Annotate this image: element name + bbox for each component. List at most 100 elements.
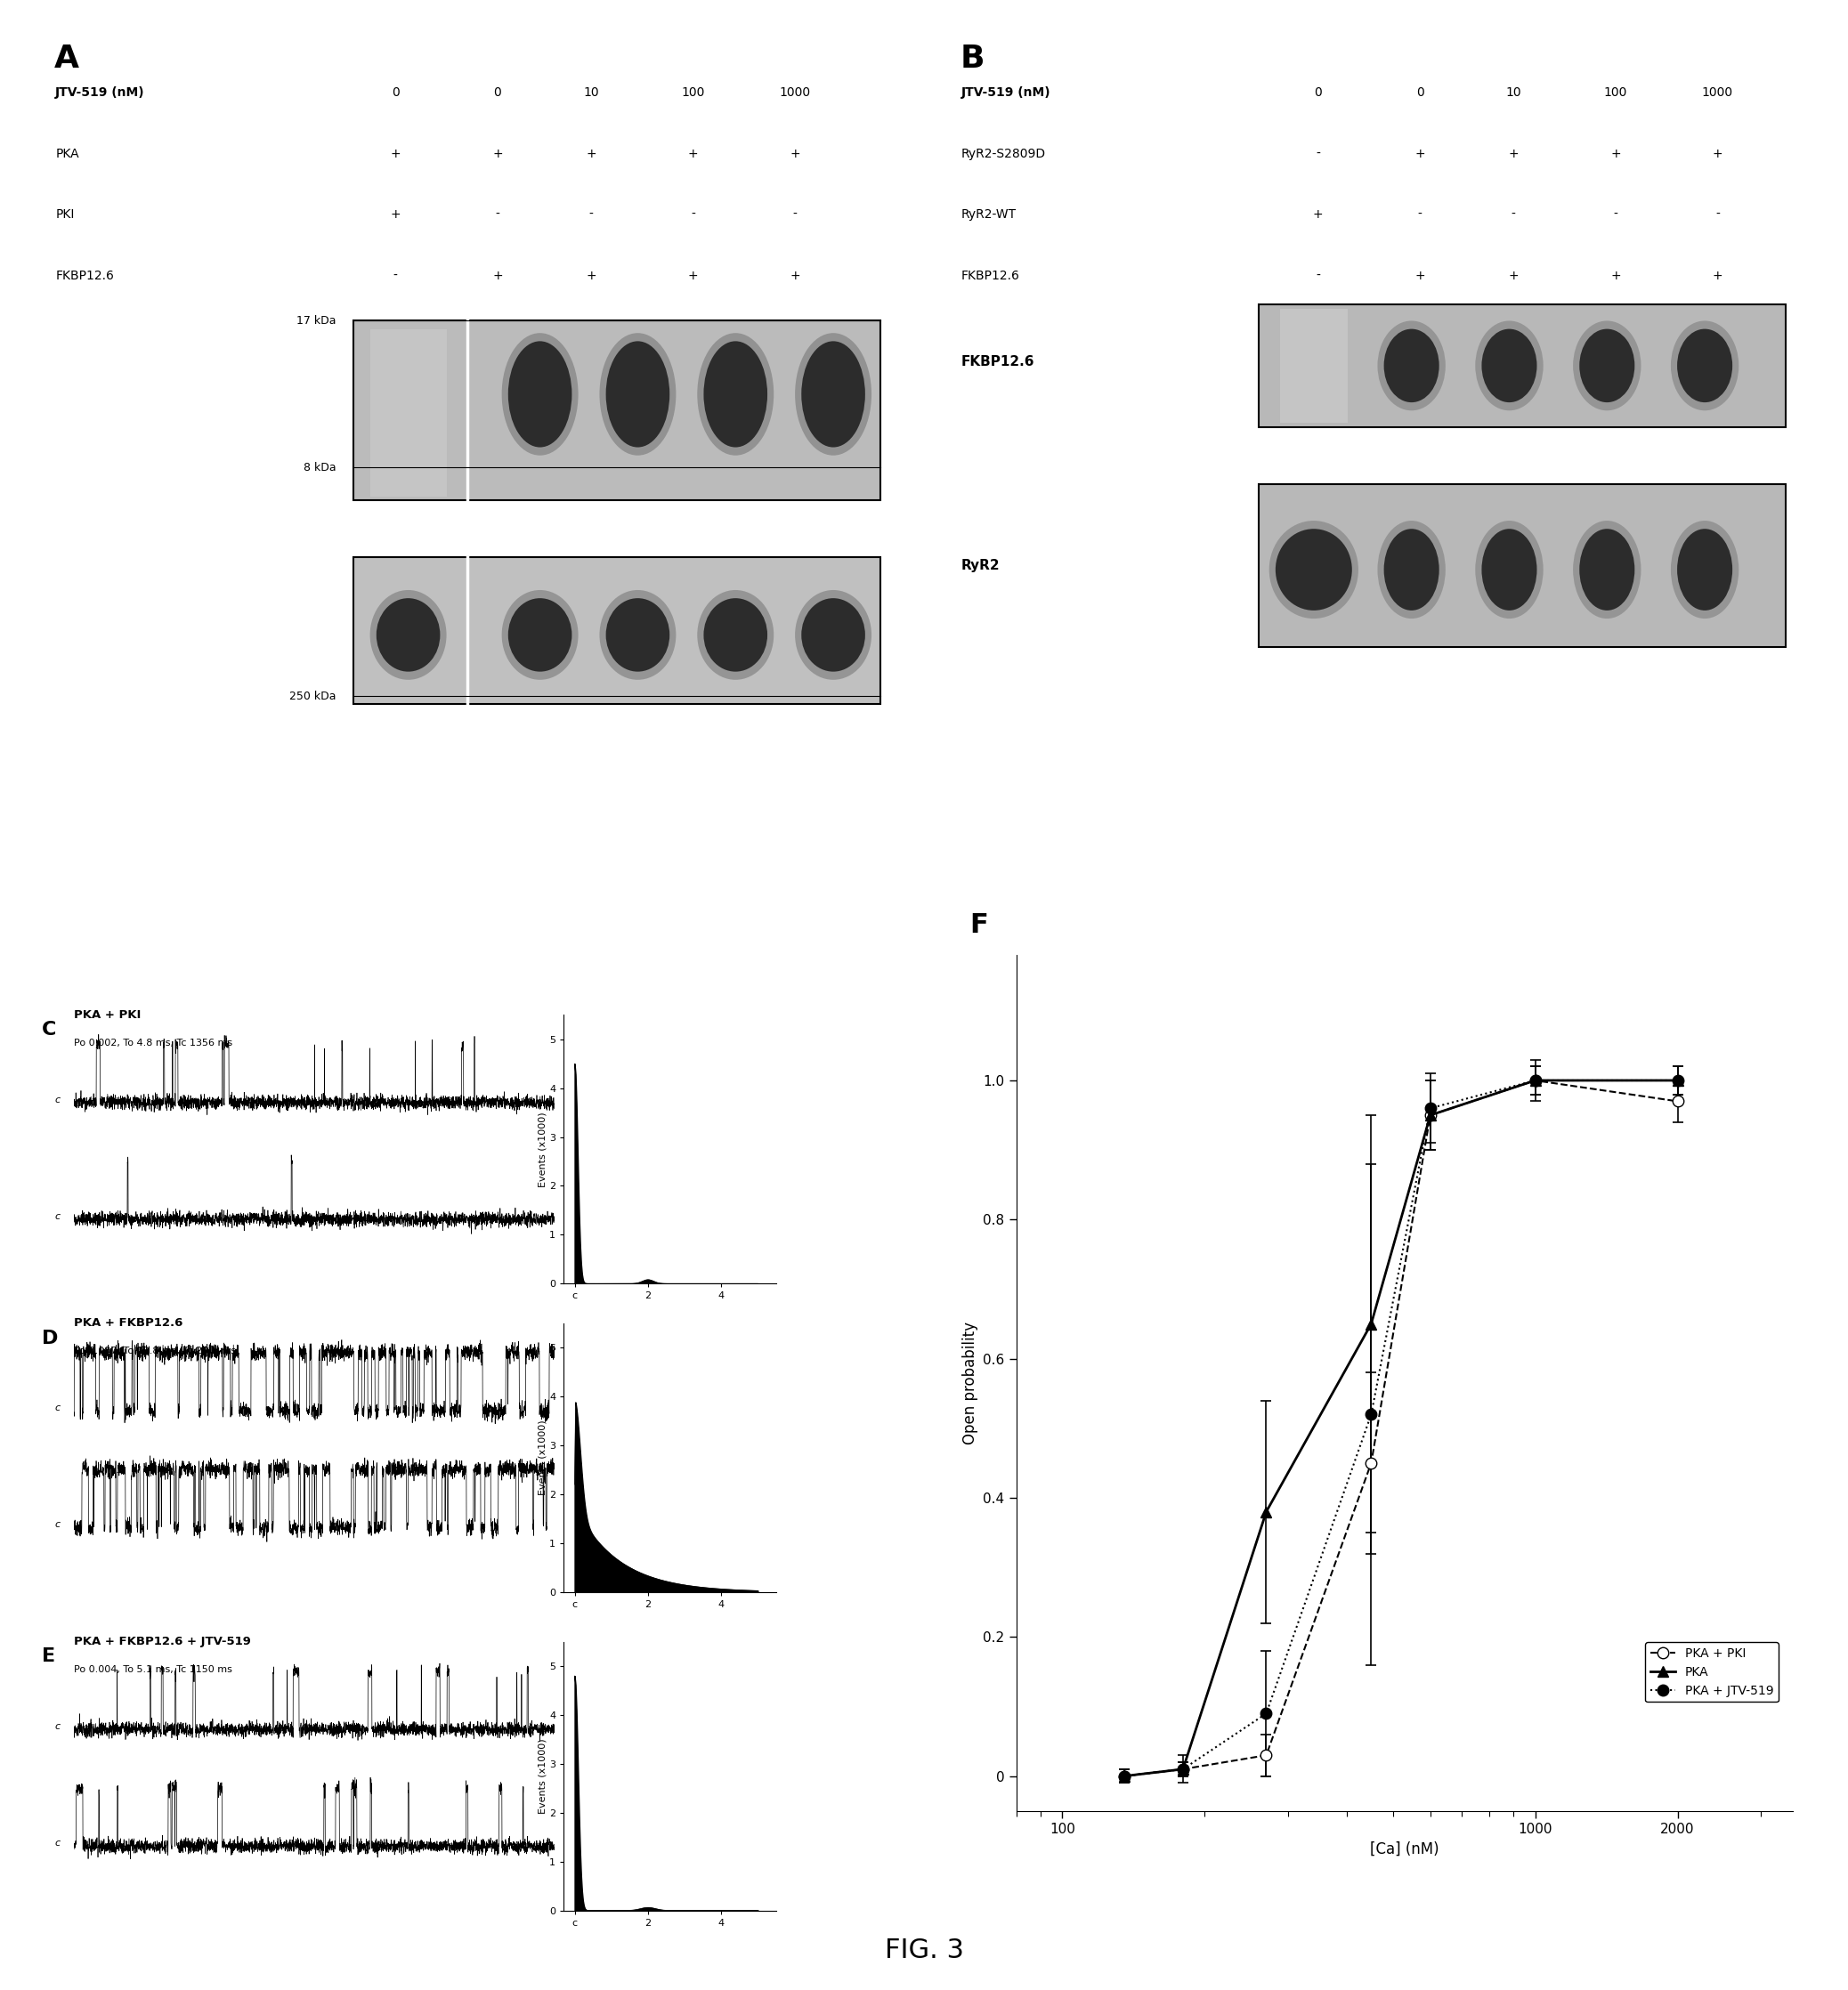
Ellipse shape (1377, 320, 1445, 410)
Text: -: - (1512, 209, 1515, 221)
Text: +: + (492, 271, 503, 283)
Ellipse shape (606, 599, 669, 671)
Text: Po 0.097, To 12.8 ms, Tc 29.6 ms: Po 0.097, To 12.8 ms, Tc 29.6 ms (74, 1347, 237, 1355)
Text: 8 kDa: 8 kDa (303, 462, 336, 474)
Text: C: C (43, 1021, 57, 1039)
Text: FKBP12.6: FKBP12.6 (55, 271, 115, 283)
Text: 10: 10 (1506, 86, 1521, 100)
Text: -: - (495, 209, 499, 221)
Y-axis label: Open probability: Open probability (963, 1321, 978, 1445)
Text: 1000: 1000 (780, 86, 811, 100)
Text: -: - (590, 209, 593, 221)
Ellipse shape (1678, 328, 1732, 402)
Bar (1279, 308, 1347, 422)
Ellipse shape (1384, 529, 1440, 611)
Text: -: - (691, 209, 695, 221)
Text: JTV-519 (nM): JTV-519 (nM) (961, 86, 1050, 100)
Text: +: + (586, 147, 597, 159)
Text: 0: 0 (392, 86, 399, 100)
Text: c: c (55, 1403, 61, 1413)
Text: pA: pA (752, 1498, 765, 1506)
Text: -: - (793, 209, 796, 221)
Text: 17 kDa: 17 kDa (296, 314, 336, 326)
Text: +: + (687, 147, 699, 159)
Text: +: + (1416, 147, 1425, 159)
Ellipse shape (503, 589, 578, 681)
Ellipse shape (508, 599, 571, 671)
Text: +: + (789, 147, 800, 159)
Ellipse shape (697, 332, 774, 456)
Text: +: + (1713, 271, 1722, 283)
Text: +: + (492, 147, 503, 159)
Text: +: + (687, 271, 699, 283)
Text: 10: 10 (584, 86, 599, 100)
Ellipse shape (1475, 521, 1543, 619)
Text: B: B (961, 44, 985, 74)
Text: +: + (390, 209, 401, 221)
Text: +: + (1610, 147, 1621, 159)
Text: Po 0.002, To 4.8 ms, Tc 1356 ms: Po 0.002, To 4.8 ms, Tc 1356 ms (74, 1039, 233, 1047)
Ellipse shape (802, 599, 865, 671)
Ellipse shape (795, 332, 872, 456)
Text: -: - (1316, 271, 1319, 283)
Text: FKBP12.6: FKBP12.6 (961, 271, 1020, 283)
Text: -: - (1316, 147, 1319, 159)
Ellipse shape (1580, 529, 1635, 611)
Bar (1258, 484, 1785, 647)
Text: +: + (1508, 147, 1519, 159)
Ellipse shape (1270, 521, 1358, 619)
Text: PKI: PKI (55, 209, 74, 221)
Text: -: - (394, 271, 397, 283)
Text: -: - (1417, 209, 1423, 221)
Ellipse shape (704, 599, 767, 671)
Text: +: + (1312, 209, 1323, 221)
Bar (353, 557, 880, 704)
Text: 100: 100 (1604, 86, 1628, 100)
Ellipse shape (1573, 320, 1641, 410)
Text: Po 0.004, To 5.1 ms, Tc 1150 ms: Po 0.004, To 5.1 ms, Tc 1150 ms (74, 1666, 233, 1674)
Text: 0: 0 (1314, 86, 1321, 100)
Ellipse shape (377, 599, 440, 671)
Y-axis label: Events (x1000): Events (x1000) (538, 1421, 547, 1494)
Ellipse shape (599, 589, 676, 681)
Ellipse shape (606, 340, 669, 448)
Text: +: + (1508, 271, 1519, 283)
Text: F: F (970, 911, 989, 937)
Text: c: c (55, 1095, 61, 1104)
Ellipse shape (1671, 320, 1739, 410)
Ellipse shape (1482, 328, 1538, 402)
Ellipse shape (802, 340, 865, 448)
Text: pA: pA (752, 1807, 765, 1815)
Text: PKA + FKBP12.6: PKA + FKBP12.6 (74, 1317, 183, 1329)
Ellipse shape (1475, 320, 1543, 410)
Text: c: c (55, 1839, 61, 1847)
Text: FIG. 3: FIG. 3 (885, 1938, 963, 1962)
Y-axis label: Events (x1000): Events (x1000) (538, 1739, 547, 1813)
Text: JTV-519 (nM): JTV-519 (nM) (55, 86, 144, 100)
Y-axis label: Events (x1000): Events (x1000) (538, 1112, 547, 1186)
Text: c: c (55, 1721, 61, 1731)
Ellipse shape (1482, 529, 1538, 611)
Text: c: c (55, 1520, 61, 1528)
Ellipse shape (370, 589, 447, 681)
Text: 0: 0 (1416, 86, 1425, 100)
Text: E: E (43, 1648, 55, 1666)
Text: -: - (1613, 209, 1617, 221)
Ellipse shape (1377, 521, 1445, 619)
Legend: PKA + PKI, PKA, PKA + JTV-519: PKA + PKI, PKA, PKA + JTV-519 (1645, 1642, 1778, 1701)
Text: FKBP12.6: FKBP12.6 (961, 354, 1035, 368)
Ellipse shape (1671, 521, 1739, 619)
Text: -: - (1715, 209, 1720, 221)
Text: 100: 100 (682, 86, 704, 100)
Ellipse shape (1275, 529, 1353, 611)
Text: +: + (390, 147, 401, 159)
Text: PKA: PKA (55, 147, 79, 159)
Text: +: + (1713, 147, 1722, 159)
Text: +: + (789, 271, 800, 283)
Bar (1258, 304, 1785, 426)
Text: +: + (1610, 271, 1621, 283)
Ellipse shape (599, 332, 676, 456)
Text: D: D (43, 1329, 59, 1347)
Ellipse shape (1580, 328, 1635, 402)
Ellipse shape (503, 332, 578, 456)
